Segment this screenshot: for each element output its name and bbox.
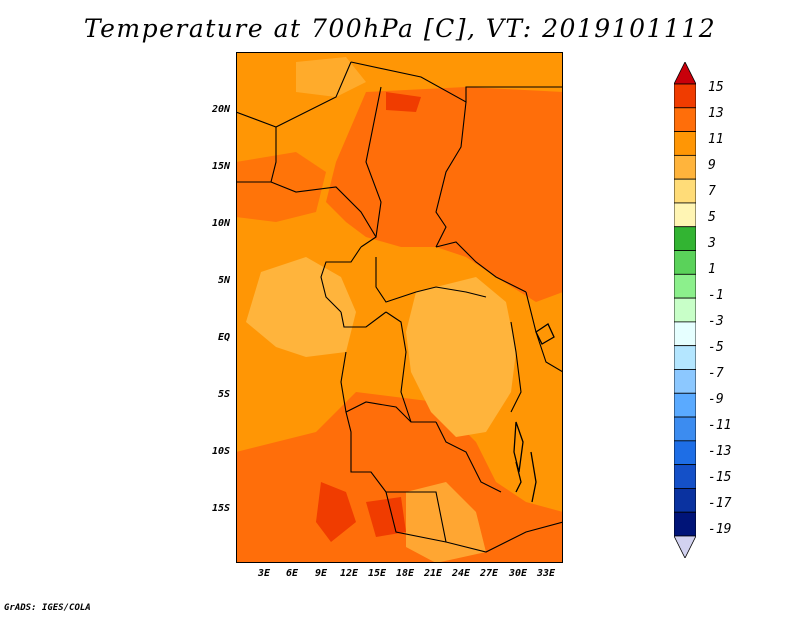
field-hot-sahara bbox=[386, 92, 421, 112]
colorbar-box bbox=[674, 440, 696, 466]
lat-tick-label: 20N bbox=[211, 104, 230, 115]
colorbar-box bbox=[674, 131, 696, 156]
colorbar-label: 13 bbox=[708, 106, 724, 121]
colorbar-box bbox=[674, 202, 696, 228]
colorbar-box bbox=[674, 511, 696, 537]
lon-tick-label: 12E bbox=[339, 568, 359, 579]
colorbar-box bbox=[674, 107, 696, 132]
field-warm-west bbox=[236, 152, 326, 222]
colorbar-label: -19 bbox=[708, 522, 732, 537]
lat-tick-label: 10S bbox=[211, 446, 230, 457]
colorbar-label: -7 bbox=[708, 366, 724, 381]
field-cool-congo-basin bbox=[406, 277, 516, 437]
lon-tick-label: 33E bbox=[536, 568, 556, 579]
colorbar-box bbox=[674, 416, 696, 442]
colorbar-box bbox=[674, 488, 696, 513]
field-hot-angola-interior bbox=[366, 497, 406, 537]
colorbar-label: 7 bbox=[708, 184, 716, 199]
lakes bbox=[513, 323, 555, 503]
lon-tick-label: 30E bbox=[508, 568, 528, 579]
lon-tick-label: 21E bbox=[423, 568, 443, 579]
lat-tick-label: EQ bbox=[217, 332, 230, 343]
colorbar-box bbox=[674, 392, 696, 418]
colorbar-box bbox=[674, 273, 696, 299]
colorbar-label: 5 bbox=[708, 210, 716, 225]
chart-title: Temperature at 700hPa [C], VT: 201910111… bbox=[83, 14, 717, 43]
colorbar-label: -3 bbox=[708, 314, 724, 329]
colorbar-box bbox=[674, 83, 696, 109]
country-borders bbox=[236, 61, 563, 553]
field-hot-angola-coast bbox=[316, 482, 356, 542]
colorbar-label: 1 bbox=[708, 262, 716, 277]
lon-tick-label: 15E bbox=[367, 568, 387, 579]
colorbar-bottom-triangle bbox=[674, 535, 696, 558]
colorbar-label: 9 bbox=[708, 158, 716, 173]
lon-tick-label: 9E bbox=[314, 568, 328, 579]
lon-tick-label: 3E bbox=[257, 568, 271, 579]
field-cool-southeast bbox=[406, 482, 486, 563]
colorbar-label: 11 bbox=[708, 132, 724, 147]
colorbar-box bbox=[674, 345, 696, 370]
colorbar-label: -1 bbox=[708, 288, 724, 303]
colorbar-box bbox=[674, 226, 696, 251]
lat-tick-label: 5S bbox=[217, 389, 230, 400]
lat-tick-label: 15S bbox=[211, 503, 230, 514]
colorbar-label: -17 bbox=[708, 496, 732, 511]
lat-tick-label: 5N bbox=[217, 275, 230, 286]
colorbar-label: -11 bbox=[708, 418, 732, 433]
lon-tick-label: 18E bbox=[395, 568, 415, 579]
map-frame bbox=[236, 52, 563, 563]
colorbar-label: -15 bbox=[708, 470, 732, 485]
colorbar-box bbox=[674, 369, 696, 394]
temperature-field-map bbox=[236, 52, 563, 563]
colorbar-box bbox=[674, 250, 696, 275]
field-warm-north bbox=[326, 87, 563, 302]
colorbar-box bbox=[674, 464, 696, 489]
colorbar-box bbox=[674, 321, 696, 347]
colorbar bbox=[674, 62, 696, 558]
credit-text: GrADS: IGES/COLA bbox=[4, 603, 91, 613]
colorbar-label: -5 bbox=[708, 340, 724, 355]
lat-tick-label: 10N bbox=[211, 218, 230, 229]
colorbar-label: -9 bbox=[708, 392, 724, 407]
lon-tick-label: 27E bbox=[479, 568, 499, 579]
colorbar-box bbox=[674, 154, 696, 180]
colorbar-label: 3 bbox=[708, 236, 716, 251]
colorbar-label: 15 bbox=[708, 80, 724, 95]
colorbar-top-triangle bbox=[674, 62, 696, 85]
colorbar-box bbox=[674, 178, 696, 204]
lon-tick-label: 24E bbox=[451, 568, 471, 579]
field-cool-gulf-guinea bbox=[246, 257, 356, 357]
colorbar-box bbox=[674, 297, 696, 323]
colorbar-label: -13 bbox=[708, 444, 732, 459]
map-plot-area bbox=[236, 52, 563, 563]
lat-tick-label: 15N bbox=[211, 161, 230, 172]
lon-tick-label: 6E bbox=[285, 568, 299, 579]
